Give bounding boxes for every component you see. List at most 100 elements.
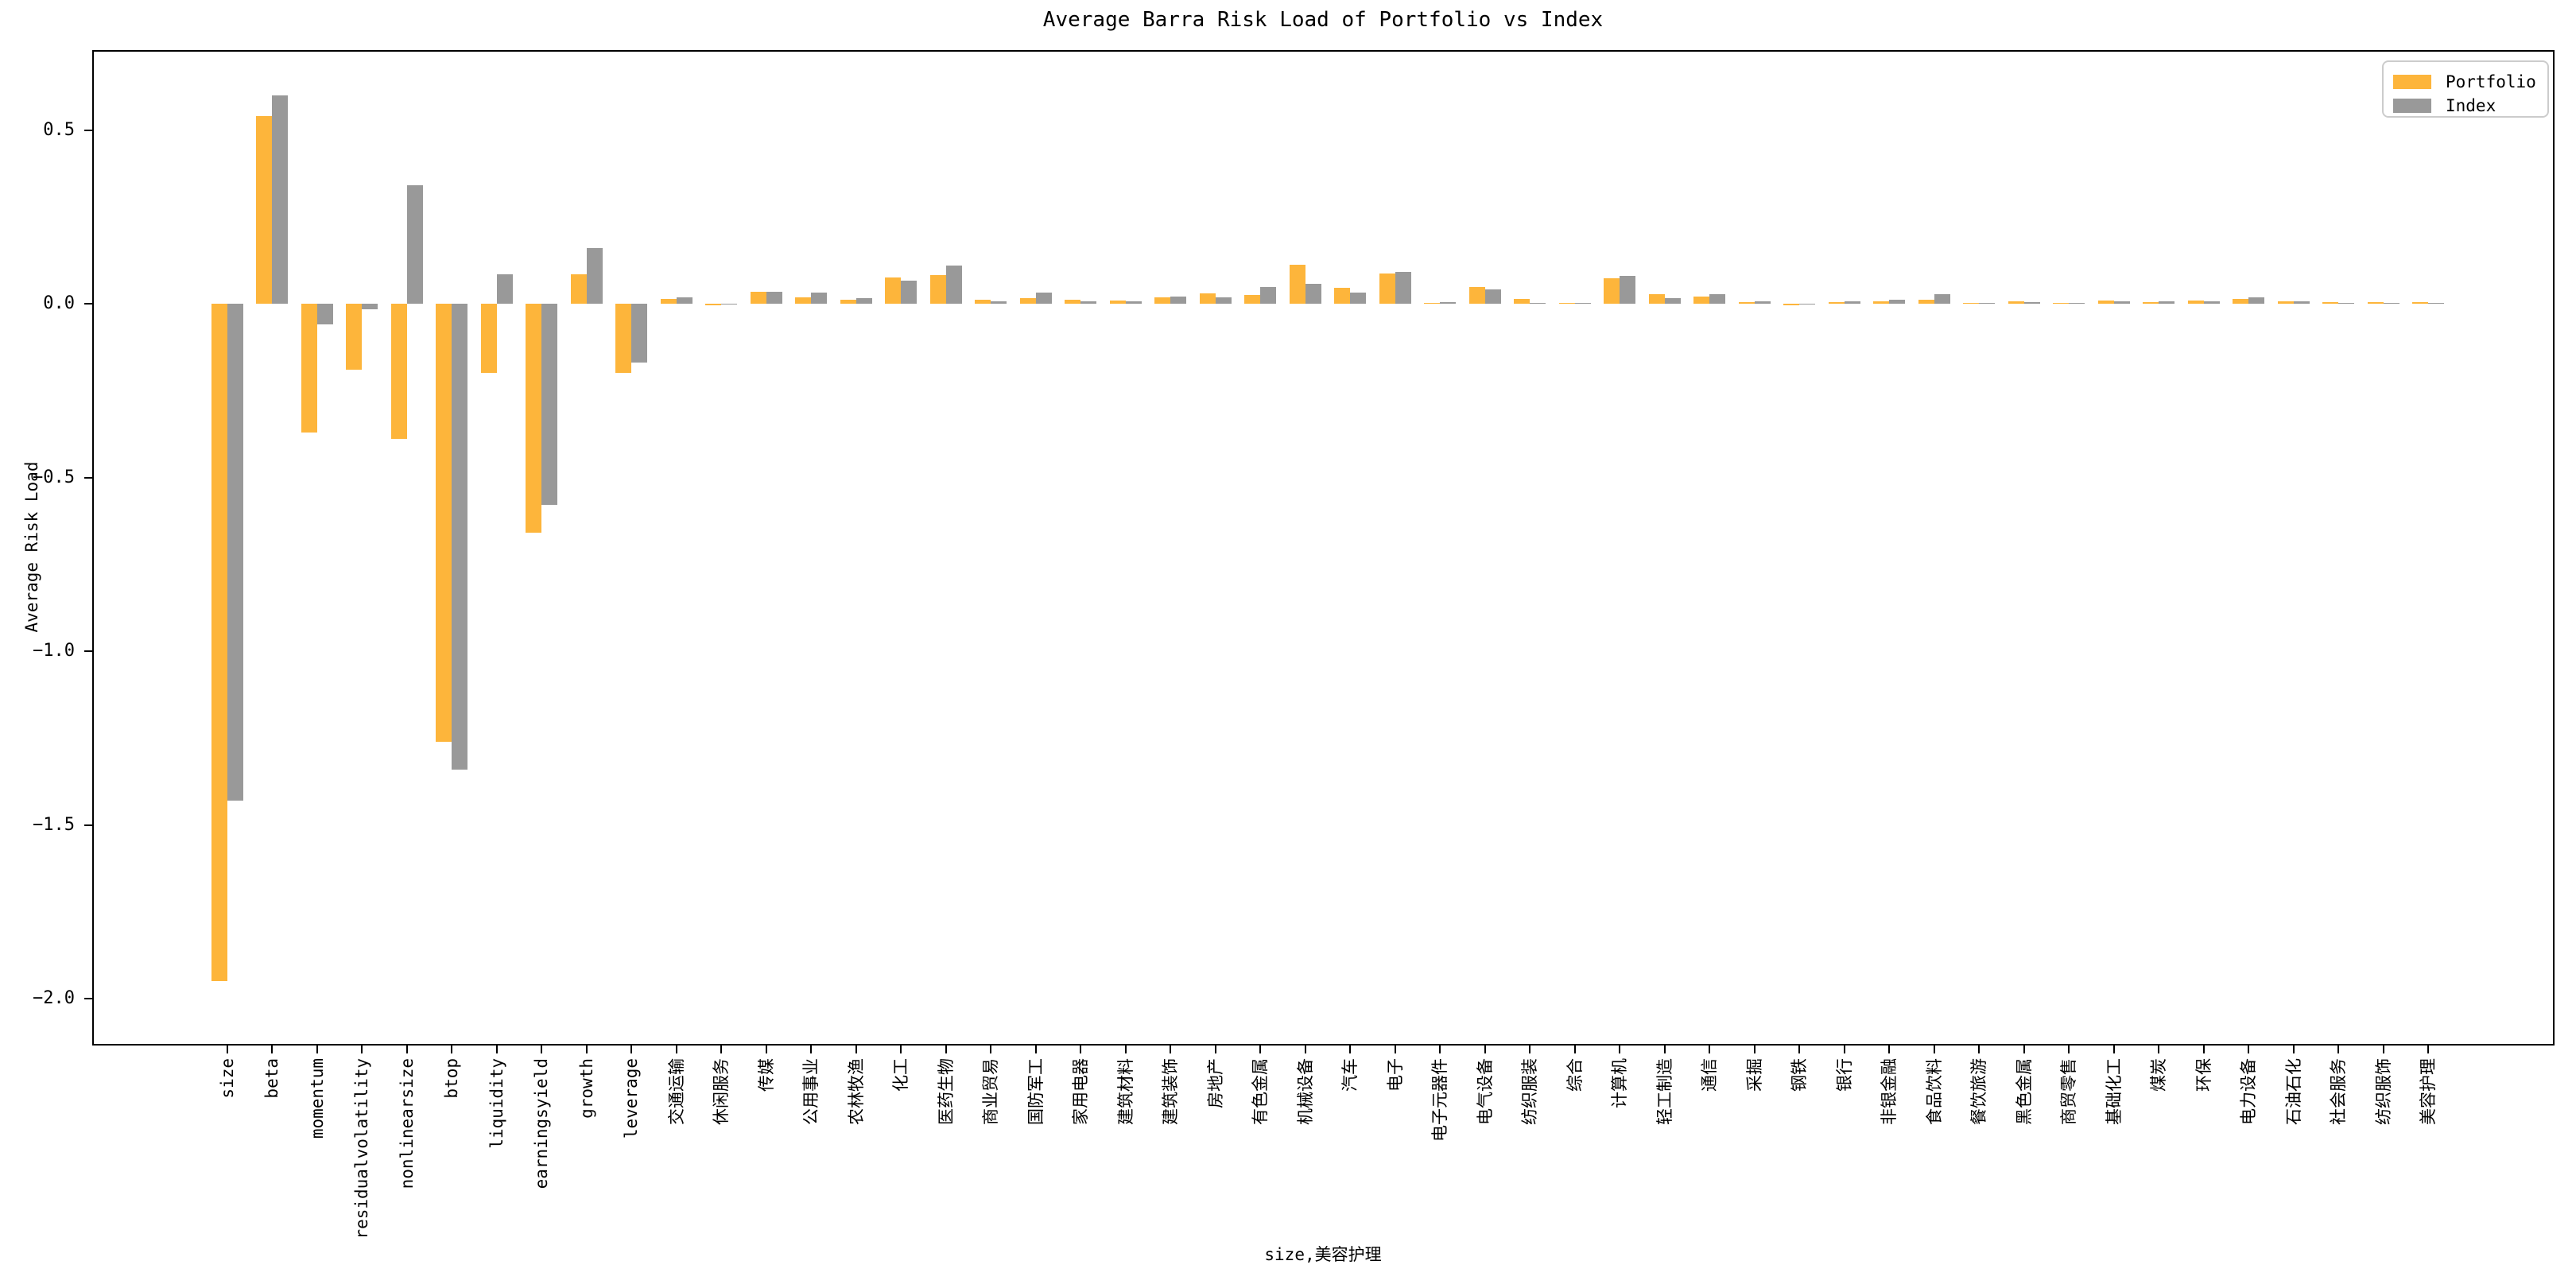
index-bar (541, 304, 558, 506)
x-tick-label: 化工 (891, 1058, 911, 1092)
x-tick-mark (810, 1046, 813, 1053)
index-bar (1305, 283, 1321, 304)
x-tick-label: beta (262, 1058, 282, 1099)
portfolio-bar (2322, 301, 2339, 304)
portfolio-bar (2367, 302, 2384, 304)
portfolio-bar (750, 292, 766, 304)
y-tick-label: −1.0 (33, 641, 75, 661)
x-tick-mark (1439, 1046, 1441, 1053)
x-tick-mark (720, 1046, 723, 1053)
portfolio-bar (570, 274, 587, 304)
x-tick-mark (630, 1046, 633, 1053)
portfolio-bar (2053, 302, 2070, 304)
x-tick-label: 机械设备 (1295, 1058, 1315, 1125)
portfolio-bar (2233, 298, 2249, 304)
x-tick-mark (1709, 1046, 1711, 1053)
x-tick-label: 医药生物 (936, 1058, 956, 1125)
portfolio-bar (1693, 297, 1710, 304)
portfolio-bar (211, 304, 227, 982)
x-tick-label: leverage (622, 1058, 642, 1139)
x-tick-label: 非银金融 (1880, 1058, 1899, 1125)
x-tick-label: 钢铁 (1790, 1058, 1810, 1092)
x-tick-mark (2158, 1046, 2160, 1053)
portfolio-bar (346, 304, 363, 370)
index-bar (2428, 302, 2444, 304)
index-bar (496, 274, 513, 304)
x-tick-mark (271, 1046, 274, 1053)
y-tick-mark (84, 824, 92, 826)
x-tick-mark (675, 1046, 677, 1053)
index-bar (1754, 301, 1771, 304)
x-tick-mark (1124, 1046, 1127, 1053)
portfolio-bar (975, 300, 991, 304)
x-tick-label: 电子 (1385, 1058, 1405, 1092)
index-bar (855, 297, 872, 304)
y-tick-mark (84, 998, 92, 999)
index-bar (1934, 294, 1950, 304)
index-bar (1170, 297, 1187, 304)
portfolio-bar (390, 304, 407, 440)
x-tick-mark (316, 1046, 318, 1053)
portfolio-swatch-icon (2393, 75, 2431, 89)
y-tick-label: −2.0 (33, 988, 75, 1008)
x-tick-label: 社会服务 (2329, 1058, 2349, 1125)
x-axis-label: size,美容护理 (1264, 1245, 1382, 1264)
x-tick-mark (855, 1046, 857, 1053)
x-tick-label: 基础化工 (2104, 1058, 2124, 1125)
x-tick-mark (1573, 1046, 1576, 1053)
portfolio-bar (1379, 274, 1395, 304)
x-tick-mark (1978, 1046, 1980, 1053)
index-bar (227, 304, 243, 801)
y-tick-label: 0.0 (43, 293, 75, 313)
x-tick-mark (1080, 1046, 1082, 1053)
portfolio-bar (1289, 264, 1305, 304)
y-tick-label: −1.5 (33, 814, 75, 835)
index-bar (1709, 294, 1726, 304)
x-tick-label: 轻工制造 (1655, 1058, 1674, 1125)
x-tick-mark (1304, 1046, 1306, 1053)
x-tick-mark (2337, 1046, 2340, 1053)
x-tick-mark (945, 1046, 947, 1053)
index-bar (721, 304, 738, 305)
index-bar (676, 297, 692, 304)
portfolio-bar (480, 304, 497, 374)
index-bar (2023, 302, 2040, 304)
index-bar (362, 304, 378, 309)
portfolio-bar (1558, 302, 1575, 304)
portfolio-bar (1154, 297, 1171, 304)
y-tick-mark (84, 129, 92, 131)
legend-portfolio-label: Portfolio (2446, 72, 2536, 91)
legend-entry-index: Index (2393, 94, 2535, 118)
portfolio-bar (1604, 278, 1620, 304)
x-tick-label: earningsyield (532, 1058, 552, 1189)
index-bar (991, 301, 1007, 304)
portfolio-bar (1963, 302, 1980, 304)
index-bar (631, 304, 648, 363)
y-tick-label: −0.5 (33, 467, 75, 487)
index-bar (272, 95, 289, 304)
x-tick-mark (2292, 1046, 2295, 1053)
x-tick-label: 家用电器 (1071, 1058, 1091, 1125)
portfolio-bar (1109, 301, 1126, 304)
portfolio-bar (436, 304, 452, 742)
index-bar (1440, 301, 1457, 304)
x-tick-label: residualvolatility (352, 1058, 372, 1240)
portfolio-bar (885, 277, 902, 304)
index-bar (1620, 275, 1636, 304)
index-bar (2338, 302, 2355, 304)
portfolio-bar (1738, 301, 1755, 304)
x-tick-label: 汽车 (1340, 1058, 1360, 1092)
x-tick-label: 国防军工 (1026, 1058, 1046, 1125)
x-tick-mark (2068, 1046, 2070, 1053)
x-tick-mark (1619, 1046, 1621, 1053)
index-bar (452, 304, 468, 770)
index-bar (1215, 297, 1232, 304)
x-tick-label: size (218, 1058, 237, 1099)
x-tick-label: nonlinearsize (397, 1058, 417, 1189)
x-tick-mark (227, 1046, 228, 1053)
x-tick-mark (1529, 1046, 1531, 1053)
portfolio-bar (1783, 304, 1800, 305)
portfolio-bar (1065, 300, 1081, 304)
x-tick-label: 商贸零售 (2059, 1058, 2079, 1125)
x-tick-mark (1259, 1046, 1262, 1053)
